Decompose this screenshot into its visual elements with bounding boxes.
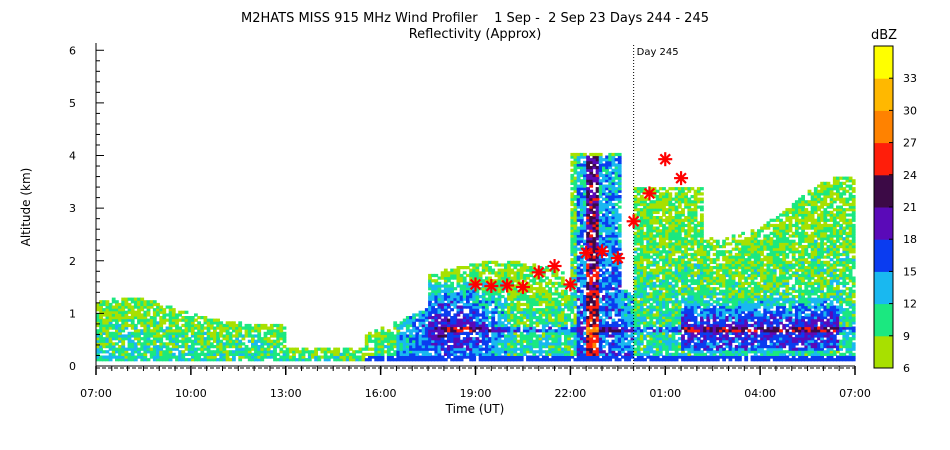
colorbar-tick-30: 30 bbox=[903, 104, 917, 117]
y-tick-label-4: 4 bbox=[69, 150, 76, 163]
x-tick-label-8: 07:00 bbox=[839, 387, 871, 400]
marker-2 bbox=[484, 279, 499, 294]
colorbar-tick-9: 9 bbox=[903, 330, 910, 343]
marker-6 bbox=[547, 259, 562, 274]
axes: 0 1 2 3 4 5 6 07:00 10:00 13:00 16:00 19:00 22:00 01:… bbox=[69, 43, 871, 400]
colorbar-tick-33: 33 bbox=[903, 72, 917, 85]
x-tick-label-5: 22:00 bbox=[555, 387, 587, 400]
day-marker-label: Day 245 bbox=[637, 47, 679, 58]
colorbar-label: dBZ bbox=[871, 28, 897, 43]
y-tick-label-2: 2 bbox=[69, 255, 76, 268]
y-tick-label-1: 1 bbox=[69, 307, 76, 320]
x-tick-label-6: 01:00 bbox=[649, 387, 681, 400]
marker-3 bbox=[500, 278, 515, 293]
colorbar-segment-2 bbox=[874, 271, 893, 305]
x-tick-label-7: 04:00 bbox=[744, 387, 776, 400]
colorbar-tick-18: 18 bbox=[903, 233, 917, 246]
x-tick-label-2: 13:00 bbox=[270, 387, 302, 400]
y-tick-label-6: 6 bbox=[69, 44, 76, 57]
colorbar-segment-8 bbox=[874, 78, 893, 111]
x-axis-label: Time (UT) bbox=[445, 402, 505, 416]
x-tick-label-4: 19:00 bbox=[460, 387, 492, 400]
colorbar-tick-6: 6 bbox=[903, 362, 910, 375]
colorbar-segment-9 bbox=[874, 46, 893, 79]
colorbar-segment-6 bbox=[874, 142, 893, 176]
colorbar-tick-24: 24 bbox=[903, 169, 917, 182]
marker-10 bbox=[610, 251, 625, 266]
colorbar-tick-15: 15 bbox=[903, 265, 917, 278]
y-tick-label-0: 0 bbox=[69, 360, 76, 373]
colorbar-segment-4 bbox=[874, 207, 893, 240]
plot-area bbox=[96, 152, 856, 362]
colorbar-segment-5 bbox=[874, 174, 893, 208]
x-tick-label-0: 07:00 bbox=[80, 387, 112, 400]
chart-title: M2HATS MISS 915 MHz Wind Profiler 1 Sep … bbox=[241, 11, 709, 26]
colorbar-tick-21: 21 bbox=[903, 201, 917, 214]
flag-markers bbox=[468, 152, 689, 295]
marker-1 bbox=[468, 277, 483, 292]
colorbar-tick-27: 27 bbox=[903, 137, 917, 150]
colorbar-segment-7 bbox=[874, 110, 893, 144]
marker-9 bbox=[595, 244, 609, 259]
y-tick-label-3: 3 bbox=[69, 202, 76, 215]
marker-4 bbox=[515, 280, 530, 295]
colorbar-segment-3 bbox=[874, 239, 893, 272]
marker-5 bbox=[531, 265, 546, 280]
colorbar: 6 9 12 15 18 21 24 27 30 33 bbox=[873, 45, 917, 375]
y-tick-label-5: 5 bbox=[69, 97, 76, 110]
marker-14 bbox=[674, 171, 689, 186]
marker-7 bbox=[563, 277, 578, 292]
y-axis-label: Altitude (km) bbox=[19, 168, 33, 247]
marker-12 bbox=[642, 186, 657, 201]
colorbar-segment-0 bbox=[874, 335, 893, 369]
marker-8 bbox=[579, 245, 594, 260]
x-tick-label-1: 10:00 bbox=[175, 387, 207, 400]
x-tick-label-3: 16:00 bbox=[365, 387, 397, 400]
marker-13 bbox=[658, 152, 673, 167]
marker-11 bbox=[626, 214, 641, 229]
colorbar-tick-12: 12 bbox=[903, 298, 917, 311]
chart-subtitle: Reflectivity (Approx) bbox=[409, 27, 542, 42]
colorbar-segment-1 bbox=[874, 303, 893, 337]
